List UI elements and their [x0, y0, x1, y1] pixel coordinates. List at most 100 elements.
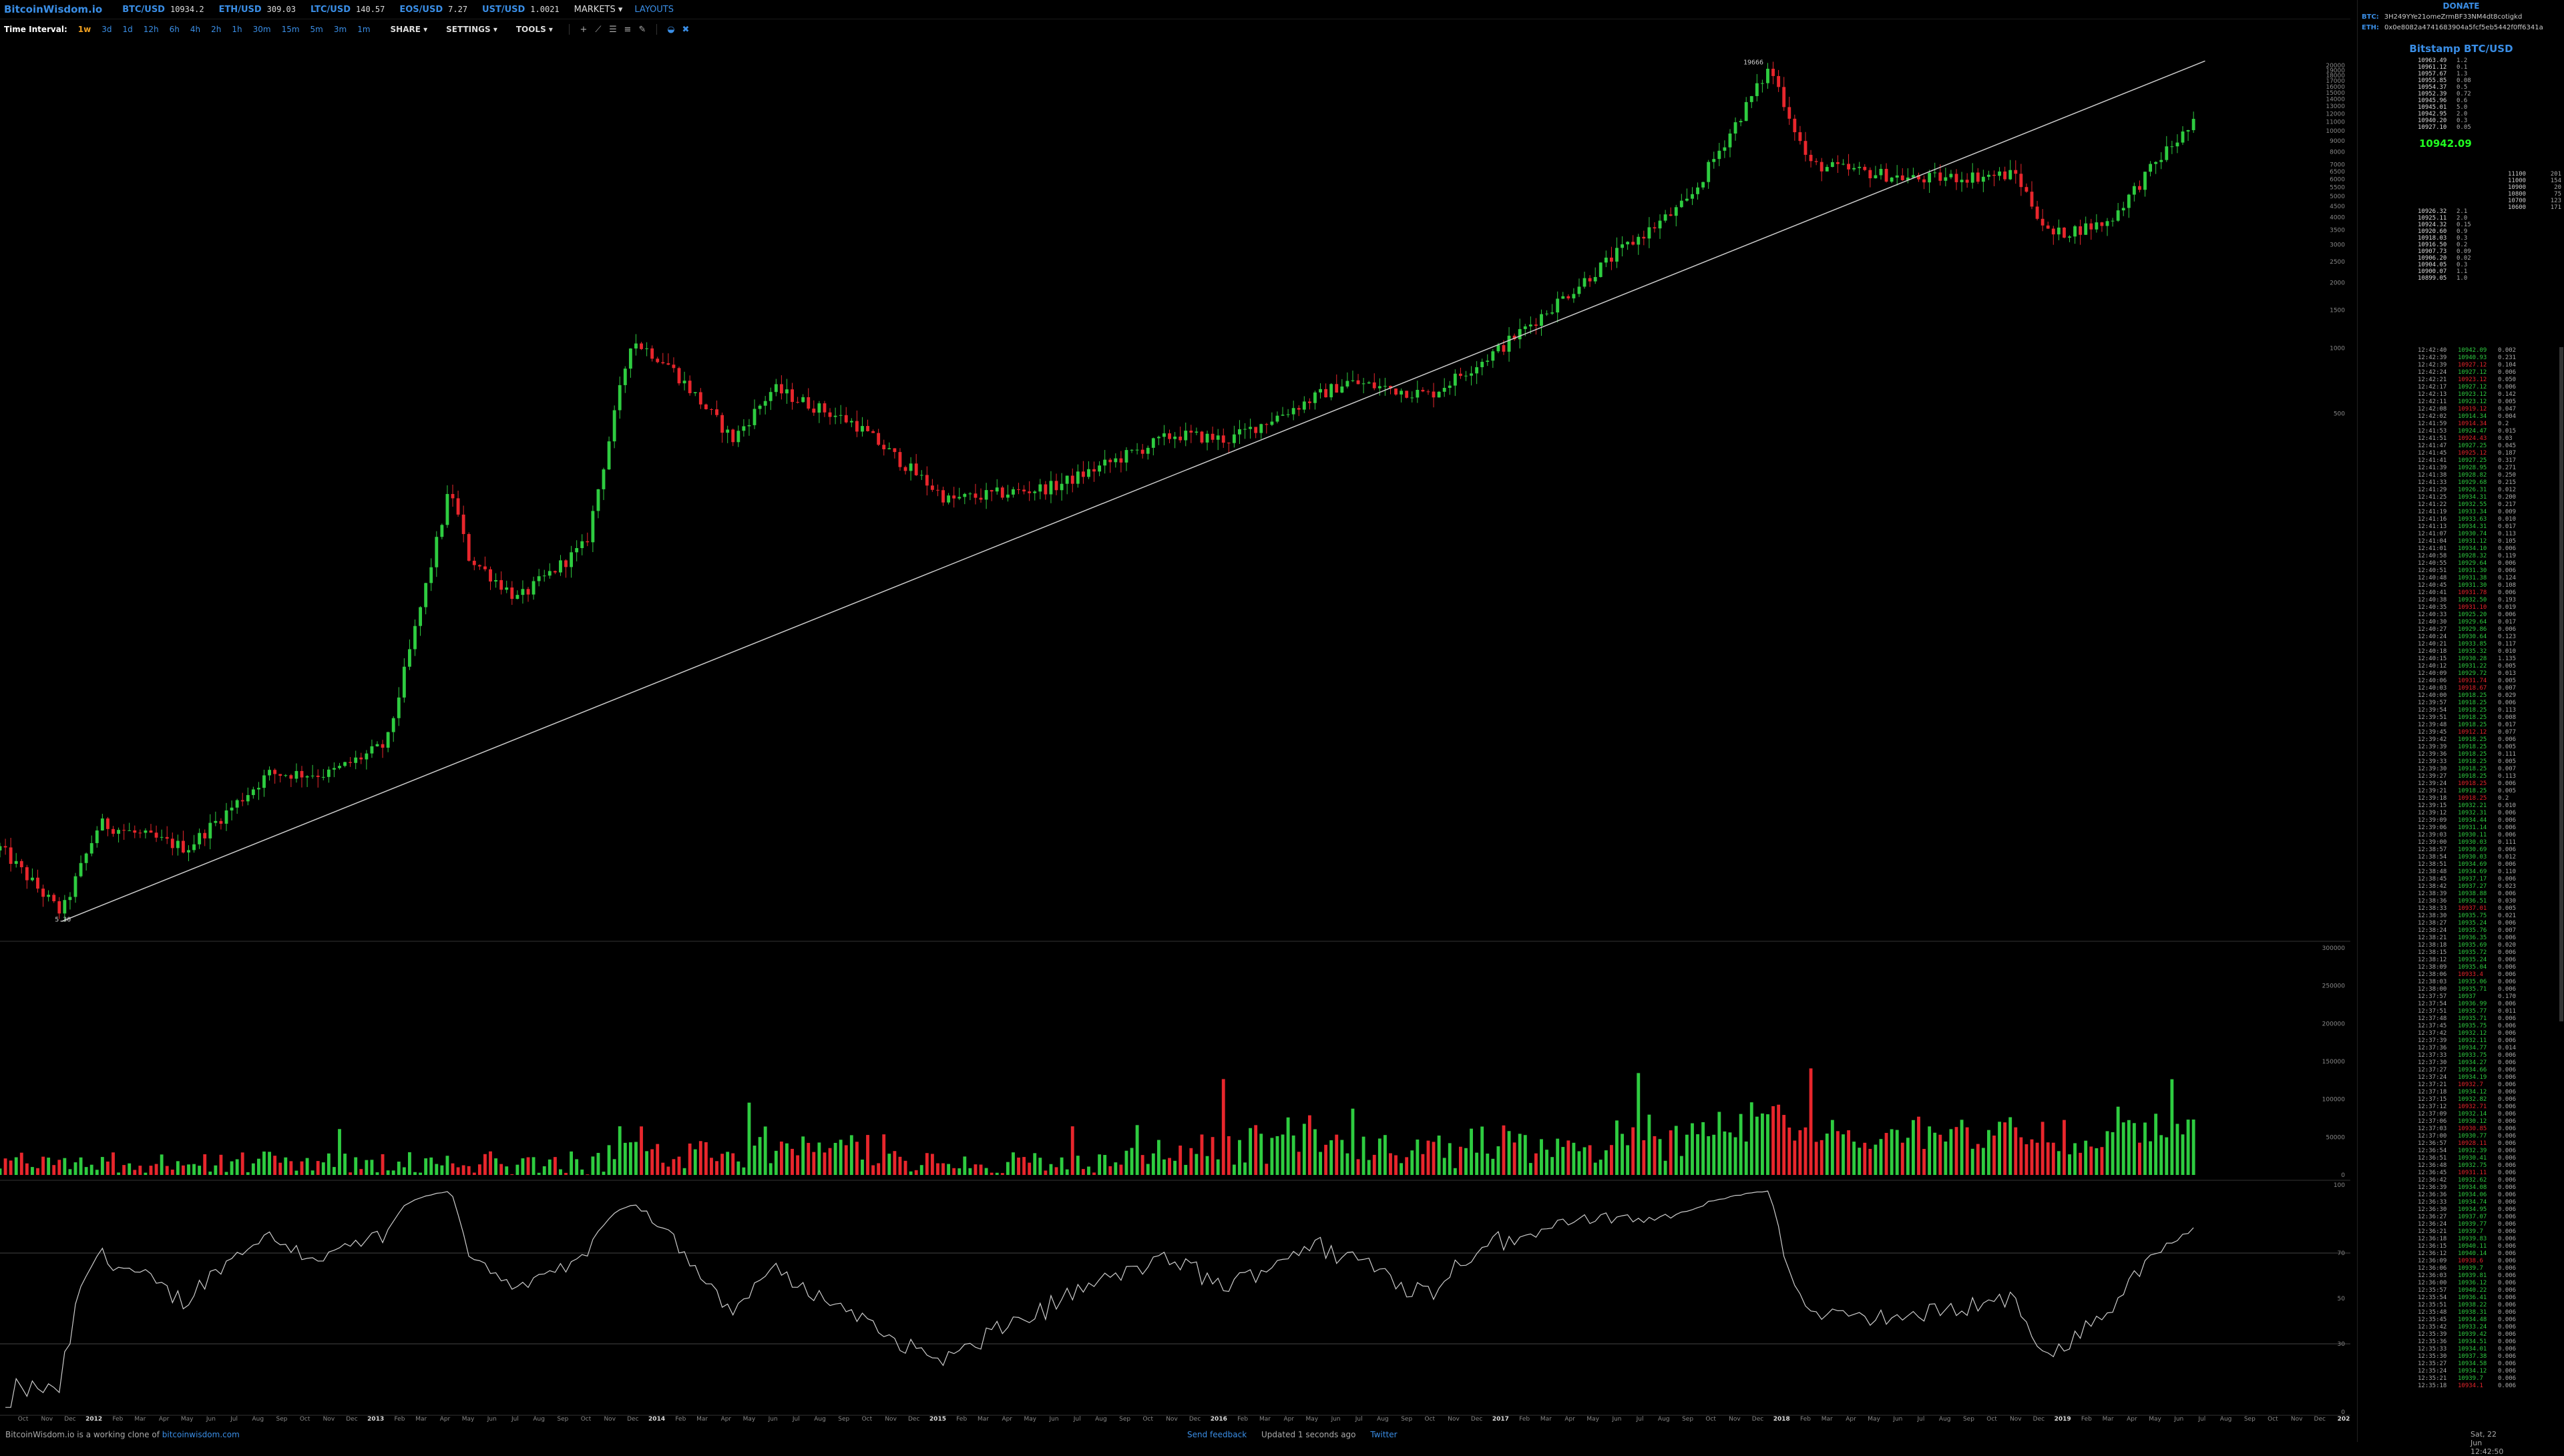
volume-bar	[1626, 1145, 1630, 1175]
horizontal-line-icon[interactable]: ☰	[609, 24, 617, 35]
ask-row[interactable]: 10952.39 0.72	[2418, 91, 2490, 98]
volume-bar	[1707, 1136, 1711, 1175]
depth-volume: 154	[2550, 178, 2561, 184]
fib-tool-icon[interactable]: ≡	[624, 24, 632, 35]
eth-donate-address[interactable]: ETH: 0x0e8082a4741683904a5fcf5eb5442f0ff6…	[2358, 23, 2564, 33]
volume-bar	[607, 1145, 611, 1175]
volume-bar	[461, 1165, 465, 1175]
donate-button[interactable]: DONATE	[2442, 1, 2480, 11]
ticker-eos-usd[interactable]: EOS/USD 7.27	[399, 5, 467, 15]
interval-1h[interactable]: 1h	[232, 25, 242, 34]
send-feedback-link[interactable]: Send feedback	[1187, 1430, 1247, 1439]
ask-row[interactable]: 10954.37 0.5	[2418, 84, 2490, 91]
volume-bar	[1798, 1130, 1802, 1175]
markets-menu[interactable]: MARKETS ▾	[574, 4, 623, 15]
ticker-btc-usd[interactable]: BTC/USD 10934.2	[122, 5, 204, 15]
share-menu[interactable]: SHARE ▾	[390, 25, 428, 34]
bid-row[interactable]: 10924.32 0.15	[2418, 222, 2490, 229]
trade-volume: 0.006	[2498, 1118, 2517, 1125]
bid-row[interactable]: 10926.32 2.1	[2418, 208, 2490, 216]
trade-price: 10930.03	[2458, 839, 2487, 846]
btc-donate-address[interactable]: BTC: 3H249YYe21omeZrmBF33NM4dt8cotigkd	[2358, 12, 2564, 23]
bid-row[interactable]: 10899.05 1.0	[2418, 275, 2490, 282]
trade-history-scrollbar[interactable]	[2559, 347, 2563, 1021]
bid-row[interactable]: 10900.07 1.1	[2418, 268, 2490, 276]
bid-row[interactable]: 10920.60 0.9	[2418, 228, 2490, 236]
interval-15m[interactable]: 15m	[281, 25, 300, 34]
x-axis-label: Apr	[1564, 1416, 1575, 1423]
ask-row[interactable]: 10942.95 2.0	[2418, 111, 2490, 118]
trade-time: 12:40:12	[2418, 663, 2447, 670]
interval-1m[interactable]: 1m	[357, 25, 371, 34]
chart-area[interactable]: 196665.302000019000180001700016000150001…	[0, 40, 2350, 1429]
twitter-link[interactable]: Twitter	[1370, 1430, 1398, 1439]
ask-row[interactable]: 10957.67 1.3	[2418, 71, 2490, 78]
interval-12h[interactable]: 12h	[143, 25, 159, 34]
interval-4h[interactable]: 4h	[190, 25, 201, 34]
trade-time: 12:37:03	[2418, 1126, 2447, 1132]
ticker-eth-usd[interactable]: ETH/USD 309.03	[219, 5, 296, 15]
bid-row[interactable]: 10907.73 0.09	[2418, 248, 2490, 256]
trendline-tool-icon[interactable]: ⟋	[595, 24, 602, 35]
interval-5m[interactable]: 5m	[310, 25, 323, 34]
trade-volume: 0.006	[2498, 1096, 2517, 1103]
volume-bar	[1593, 1162, 1597, 1175]
volume-bar	[165, 1166, 169, 1175]
orderbook-volume: 0.05	[2456, 124, 2471, 131]
ask-row[interactable]: 10940.20 0.3	[2418, 117, 2490, 125]
ticker-ust-usd[interactable]: UST/USD 1.0021	[482, 5, 560, 15]
interval-6h[interactable]: 6h	[169, 25, 180, 34]
candle-body	[984, 490, 988, 500]
bid-row[interactable]: 10904.05 0.3	[2418, 262, 2490, 269]
interval-30m[interactable]: 30m	[252, 25, 271, 34]
candle-body	[1383, 386, 1387, 387]
bid-row[interactable]: 10916.50 0.2	[2418, 242, 2490, 249]
ticker-ltc-usd[interactable]: LTC/USD 140.57	[310, 5, 385, 15]
trade-row: 12:36:24 10939.77 0.006	[2418, 1221, 2564, 1228]
ask-row[interactable]: 10961.12 0.1	[2418, 64, 2490, 71]
footer-credit-link[interactable]: bitcoinwisdom.com	[162, 1430, 240, 1439]
bid-row[interactable]: 10918.03 0.3	[2418, 235, 2490, 242]
orderbook-volume: 5.0	[2456, 104, 2468, 111]
interval-3m[interactable]: 3m	[333, 25, 347, 34]
trade-row: 12:40:35 10931.10 0.019	[2418, 604, 2564, 612]
trade-volume: 0.119	[2498, 553, 2517, 559]
x-axis-label: Apr	[159, 1416, 170, 1423]
interval-3d[interactable]: 3d	[101, 25, 112, 34]
trade-price: 10939.7	[2458, 1265, 2483, 1272]
x-axis-label: Nov	[41, 1416, 53, 1423]
depth-volume: 20	[2554, 184, 2561, 191]
interval-1d[interactable]: 1d	[122, 25, 133, 34]
ask-row[interactable]: 10927.10 0.05	[2418, 124, 2490, 132]
candle-body	[1249, 427, 1253, 429]
bid-row[interactable]: 10925.11 2.0	[2418, 215, 2490, 222]
brush-icon[interactable]: ✎	[638, 24, 646, 35]
ask-row[interactable]: 10945.01 5.0	[2418, 104, 2490, 111]
delete-drawings-icon[interactable]: ✖	[682, 24, 690, 35]
interval-2h[interactable]: 2h	[211, 25, 222, 34]
settings-menu[interactable]: SETTINGS ▾	[446, 25, 497, 34]
bid-row[interactable]: 10906.20 0.02	[2418, 255, 2490, 262]
x-axis-label: 2012	[85, 1416, 102, 1423]
ask-row[interactable]: 10955.85 0.08	[2418, 77, 2490, 85]
ask-row[interactable]: 10945.96 0.6	[2418, 97, 2490, 105]
candle-body	[1992, 174, 1996, 176]
crosshair-icon[interactable]: +	[580, 24, 588, 35]
trade-time: 12:38:48	[2418, 869, 2447, 875]
tools-menu[interactable]: TOOLS ▾	[515, 25, 553, 34]
ask-row[interactable]: 10963.49 1.2	[2418, 57, 2490, 65]
candle-body	[1302, 401, 1306, 410]
candle-body	[278, 774, 282, 776]
trade-time: 12:41:51	[2418, 435, 2447, 442]
magnet-icon[interactable]: ◒	[667, 24, 675, 35]
brand-logo[interactable]: BitcoinWisdom.io	[4, 3, 103, 15]
trade-price: 10937	[2458, 993, 2477, 1000]
volume-bar	[1992, 1135, 1996, 1175]
interval-1w[interactable]: 1w	[77, 25, 91, 34]
trade-history[interactable]: 12:42:40 10942.09 0.002 12:42:39 10940.93 0.2…	[2418, 347, 2564, 1422]
layouts-link[interactable]: LAYOUTS	[634, 4, 674, 15]
volume-axis-label: 250000	[2322, 983, 2346, 990]
order-book[interactable]: 10963.49 1.2 10961.12 0.1 10957.67 1.3 10955.8…	[2358, 57, 2564, 338]
volume-bar	[1168, 1158, 1171, 1175]
trade-time: 12:40:27	[2418, 626, 2447, 633]
